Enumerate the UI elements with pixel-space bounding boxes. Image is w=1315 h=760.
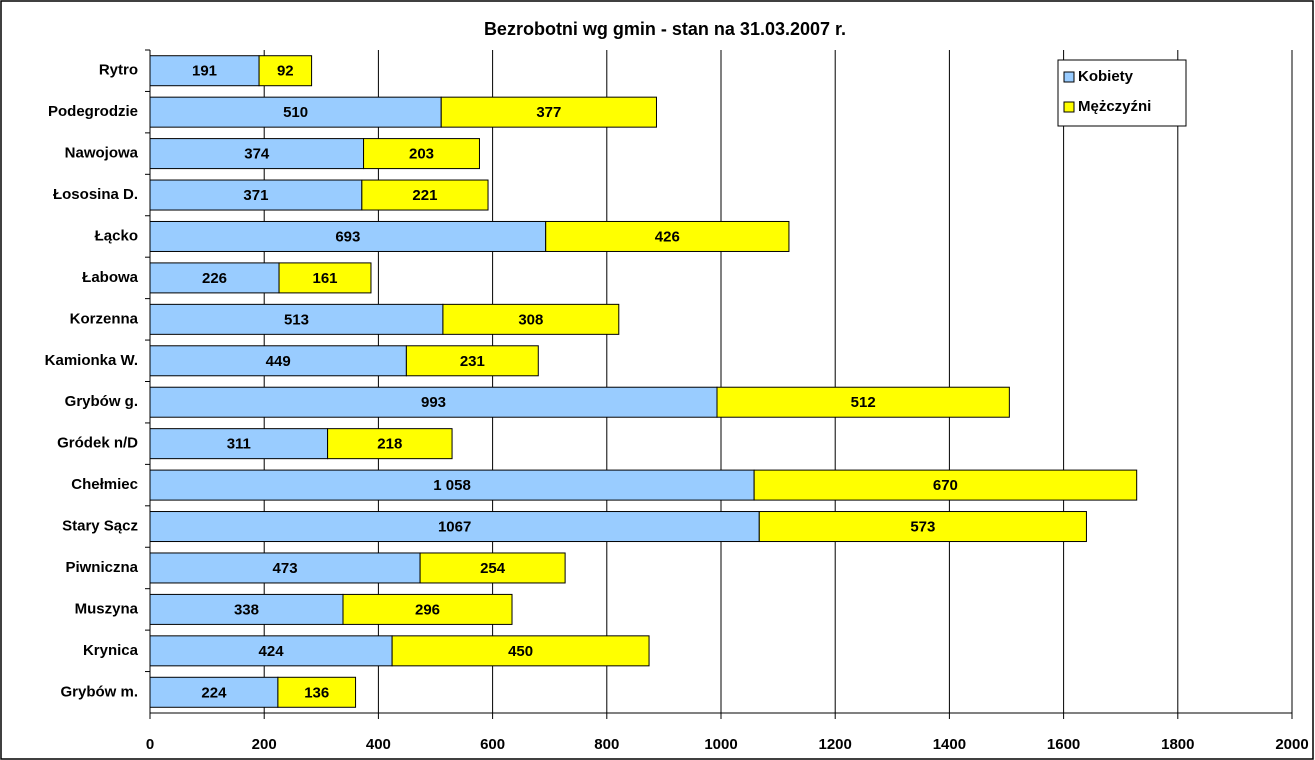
x-tick-label: 1400 — [933, 736, 966, 753]
value-label: 221 — [412, 187, 437, 204]
value-label: 191 — [192, 63, 217, 80]
value-label: 513 — [284, 311, 309, 328]
y-tick-label: Piwniczna — [65, 559, 138, 576]
value-label: 136 — [304, 684, 329, 701]
value-label: 374 — [244, 146, 270, 163]
x-tick-label: 600 — [480, 736, 505, 753]
y-tick-label: Kamionka W. — [45, 352, 138, 369]
bar — [149, 469, 755, 501]
y-tick-label: Łososina D. — [53, 186, 138, 203]
bar — [149, 262, 280, 294]
y-tick-label: Gródek n/D — [57, 435, 138, 452]
legend-swatch — [1063, 101, 1075, 113]
value-label: 1067 — [438, 519, 471, 536]
x-tick-label: 1000 — [704, 736, 737, 753]
value-label: 254 — [480, 560, 506, 577]
bar — [149, 96, 442, 128]
y-tick-label: Muszyna — [75, 600, 139, 617]
x-tick-label: 0 — [146, 736, 154, 753]
y-tick-label: Łabowa — [82, 269, 138, 286]
bar — [391, 635, 650, 667]
legend-swatch — [1063, 71, 1075, 83]
bar — [758, 511, 1087, 543]
y-tick-label: Grybów g. — [65, 393, 138, 410]
bar — [149, 220, 547, 252]
x-tick-label: 1200 — [819, 736, 852, 753]
bar — [440, 96, 657, 128]
bar — [753, 469, 1138, 501]
bar — [149, 55, 260, 87]
value-label: 92 — [277, 63, 294, 80]
chart-title: Bezrobotni wg gmin - stan na 31.03.2007 … — [484, 19, 846, 39]
bar — [405, 345, 539, 377]
x-tick-label: 200 — [252, 736, 277, 753]
x-tick-label: 2000 — [1275, 736, 1308, 753]
value-label: 670 — [933, 477, 958, 494]
value-label: 296 — [415, 601, 440, 618]
value-label: 450 — [508, 643, 533, 660]
value-label: 424 — [259, 643, 285, 660]
value-label: 218 — [377, 436, 402, 453]
value-label: 512 — [851, 394, 876, 411]
y-tick-label: Krynica — [83, 642, 139, 659]
bar — [716, 386, 1010, 418]
bar — [278, 262, 372, 294]
value-label: 426 — [655, 228, 680, 245]
y-tick-label: Rytro — [99, 62, 138, 79]
value-label: 573 — [910, 519, 935, 536]
bar — [149, 428, 329, 460]
value-label: 311 — [227, 436, 251, 453]
y-tick-label: Chełmiec — [71, 476, 138, 493]
x-tick-label: 800 — [594, 736, 619, 753]
value-label: 226 — [202, 270, 227, 287]
bar — [342, 593, 513, 625]
value-label: 203 — [409, 146, 434, 163]
y-tick-label: Grybów m. — [60, 683, 138, 700]
y-tick-label: Łącko — [95, 227, 138, 244]
bar — [149, 511, 760, 543]
bar — [442, 303, 620, 335]
y-tick-label: Podegrodzie — [48, 103, 138, 120]
bar — [149, 552, 421, 584]
y-tick-label: Stary Sącz — [62, 518, 138, 535]
legend-label: Kobiety — [1078, 68, 1134, 85]
bar — [277, 676, 357, 708]
y-tick-label: Nawojowa — [65, 145, 139, 162]
bar — [363, 138, 480, 170]
legend-box — [1057, 59, 1187, 127]
bar — [149, 179, 363, 211]
value-label: 338 — [234, 601, 259, 618]
x-tick-label: 400 — [366, 736, 391, 753]
value-label: 449 — [266, 353, 291, 370]
bar — [149, 635, 393, 667]
bar — [545, 220, 790, 252]
value-label: 224 — [201, 684, 227, 701]
value-label: 161 — [312, 270, 337, 287]
value-label: 693 — [335, 228, 360, 245]
value-label: 473 — [273, 560, 298, 577]
bar — [327, 428, 453, 460]
value-label: 377 — [536, 104, 561, 121]
value-label: 231 — [460, 353, 485, 370]
value-label: 993 — [421, 394, 446, 411]
y-tick-label: Korzenna — [70, 310, 139, 327]
bar — [361, 179, 489, 211]
x-tick-label: 1800 — [1161, 736, 1194, 753]
bar — [149, 303, 444, 335]
value-label: 308 — [518, 311, 543, 328]
value-label: 510 — [283, 104, 308, 121]
value-label: 1 058 — [433, 477, 471, 494]
value-label: 371 — [243, 187, 268, 204]
legend-label: Mężczyźni — [1078, 98, 1151, 115]
x-tick-label: 1600 — [1047, 736, 1080, 753]
bar — [258, 55, 313, 87]
bar — [149, 386, 718, 418]
bar — [419, 552, 566, 584]
